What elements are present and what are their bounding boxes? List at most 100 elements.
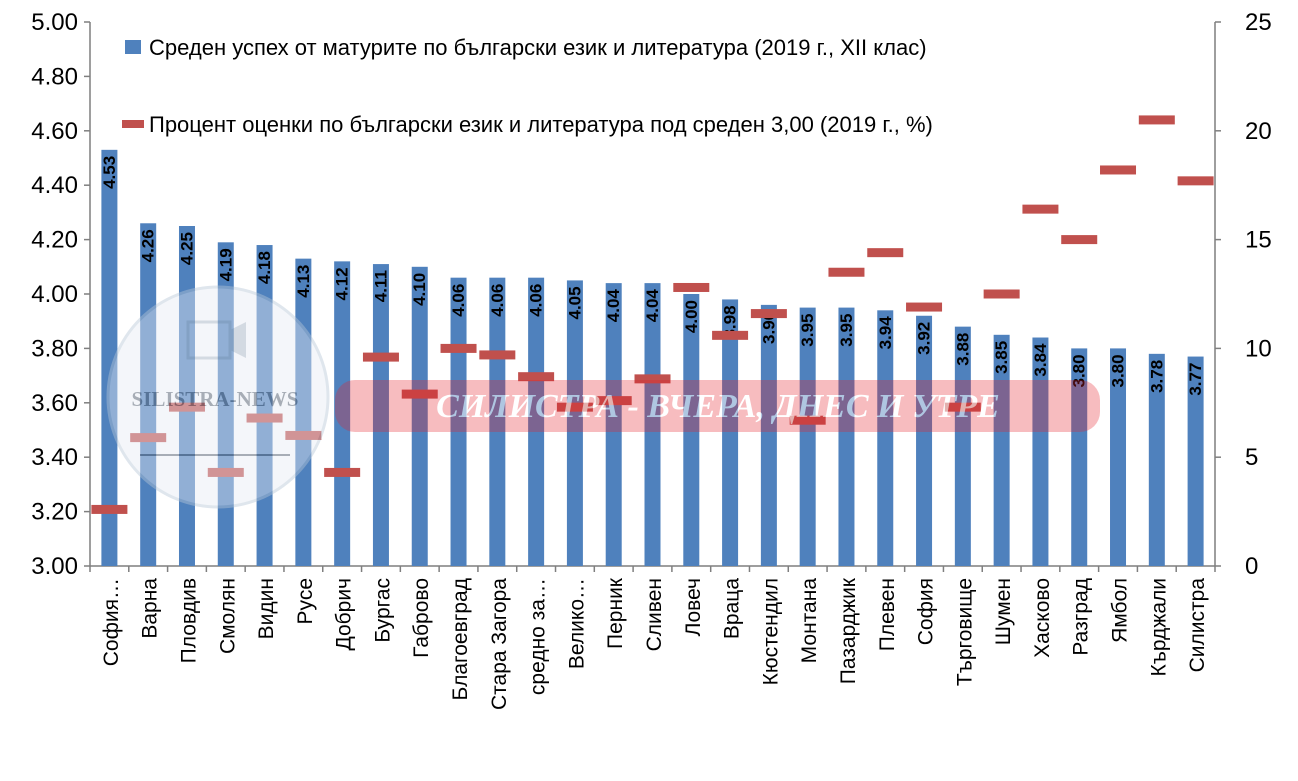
category-label: Кюстендил — [759, 578, 782, 685]
category-label: Благоевград — [449, 578, 472, 700]
percent-marker — [556, 402, 593, 412]
percent-marker — [944, 402, 981, 412]
bar — [799, 307, 816, 566]
category-label: Разград — [1070, 578, 1093, 656]
bar — [722, 299, 739, 566]
percent-marker — [362, 352, 399, 362]
watermark: SILISTRA-NEWS СИЛИСТРА - ВЧЕРА, ДНЕС И УТ… — [106, 285, 1100, 509]
bar — [605, 283, 622, 566]
axes: 3.00 3.20 3.40 3.60 3.80 4.00 4.20 4.40 4.60 4.80… — [31, 9, 1271, 580]
bar — [566, 280, 583, 566]
bar-value-label: 4.11 — [371, 270, 390, 302]
category-label: Перник — [604, 577, 627, 649]
bar-value-label: 3.95 — [837, 314, 856, 347]
percent-marker — [1100, 165, 1137, 175]
y-left-tick-label: 4.20 — [31, 227, 78, 254]
category-label: Смолян — [216, 578, 239, 654]
percent-marker — [285, 430, 322, 440]
bar — [1032, 337, 1049, 566]
category-label: София… — [100, 578, 123, 666]
bar-value-label: 3.80 — [1070, 354, 1089, 387]
percent-marker — [634, 374, 671, 384]
category-label: София — [915, 578, 938, 645]
bar-value-label: 4.26 — [139, 229, 158, 262]
category-label: Русе — [294, 578, 317, 624]
y-left-tick-label: 4.80 — [31, 63, 78, 90]
bar-value-label: 3.92 — [915, 322, 934, 355]
bar-value-label: 4.25 — [177, 232, 196, 265]
y-right-tick-label: 25 — [1245, 9, 1272, 36]
bar-value-label: 3.98 — [721, 305, 740, 338]
bar-value-label: 4.04 — [643, 289, 662, 323]
y-left-tick-label: 5.00 — [31, 9, 78, 36]
percent-marker — [324, 467, 361, 477]
category-label: Кърджали — [1147, 578, 1170, 677]
y-right-tick-label: 5 — [1245, 444, 1258, 471]
percent-marker — [673, 282, 710, 292]
percent-marker — [595, 396, 632, 406]
watermark-banner — [335, 380, 1100, 432]
percent-marker — [828, 267, 865, 277]
bar-value-label: 3.95 — [798, 314, 817, 347]
bar-value-label: 3.85 — [992, 341, 1011, 374]
bar-value-label: 4.00 — [682, 300, 701, 333]
bar — [1071, 348, 1088, 566]
bar — [1148, 353, 1165, 566]
bar-value-label: 4.10 — [410, 273, 429, 306]
bar — [760, 304, 777, 566]
category-label: Пазарджик — [837, 577, 860, 684]
percent-marker — [867, 248, 904, 258]
bar-value-label: 3.94 — [876, 316, 895, 350]
bar-value-label: 4.53 — [100, 156, 119, 189]
category-label: Враца — [721, 578, 744, 639]
bar — [334, 261, 351, 566]
bar-value-label: 4.06 — [449, 284, 468, 317]
category-labels: София… Варна Пловдив Смолян Видин Русе Добрич Б… — [100, 577, 1209, 710]
y-left-tick-label: 4.40 — [31, 172, 78, 199]
bar — [528, 277, 545, 566]
bar-value-label: 4.06 — [488, 284, 507, 317]
watermark-banner-text: СИЛИСТРА - ВЧЕРА, ДНЕС И УТРЕ — [436, 388, 1000, 425]
bar-value-label: 3.77 — [1186, 363, 1205, 396]
bar-value-label: 3.80 — [1109, 354, 1128, 387]
percent-marker — [1138, 115, 1175, 125]
camera-lens-icon — [230, 322, 246, 358]
bar-value-label: 3.84 — [1031, 343, 1050, 377]
bar — [683, 294, 700, 566]
category-label: Силистра — [1186, 578, 1209, 673]
percent-marker — [750, 309, 787, 319]
bar — [372, 264, 389, 566]
percent-marker — [479, 350, 516, 360]
bar-value-label: 4.06 — [527, 284, 546, 317]
bar-value-label: 4.05 — [565, 286, 584, 319]
y-right-tick-label: 20 — [1245, 118, 1272, 145]
y-left-tick-label: 3.60 — [31, 390, 78, 417]
bar — [1187, 356, 1204, 566]
y-left-tick-label: 3.00 — [31, 553, 78, 580]
bar — [256, 245, 273, 567]
bar — [877, 310, 894, 566]
percent-marker — [440, 343, 477, 353]
watermark-logo-circle — [106, 285, 330, 509]
category-label: Габрово — [410, 578, 433, 658]
category-label: Търговище — [953, 578, 976, 686]
category-label: Сливен — [643, 578, 666, 651]
bar-value-label: 4.04 — [604, 289, 623, 323]
bar — [411, 266, 428, 566]
legend: Среден успех от матурите по български ез… — [122, 35, 933, 137]
category-label: Шумен — [992, 578, 1015, 645]
bar-value-label: 3.88 — [953, 333, 972, 366]
percent-marker — [130, 433, 167, 443]
y-left-tick-label: 3.20 — [31, 499, 78, 526]
bar — [101, 149, 118, 566]
bar-value-label: 4.12 — [333, 267, 352, 300]
legend-swatch-markers — [122, 120, 144, 128]
percent-marker — [168, 402, 205, 412]
y-right-tick-label: 10 — [1245, 335, 1272, 362]
percent-marker — [1022, 204, 1059, 214]
bar — [1110, 348, 1127, 566]
percent-marker — [91, 504, 128, 514]
percent-marker — [401, 389, 438, 399]
bar-value-label: 4.18 — [255, 251, 274, 284]
